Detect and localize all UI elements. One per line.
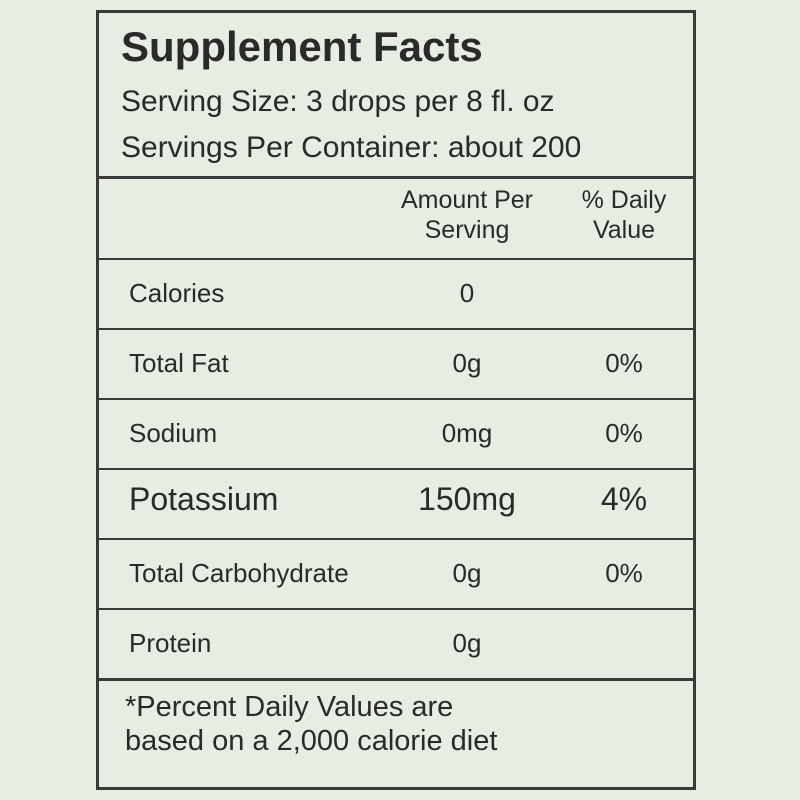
nutrient-name: Potassium bbox=[129, 481, 279, 517]
nutrient-name: Protein bbox=[129, 628, 212, 658]
divider bbox=[99, 538, 693, 540]
divider bbox=[99, 678, 693, 681]
nutrient-name: Total Carbohydrate bbox=[129, 558, 349, 588]
amount: 0 bbox=[459, 278, 475, 308]
divider bbox=[99, 398, 693, 400]
amount: 0g bbox=[452, 628, 482, 658]
title: Supplement Facts bbox=[121, 23, 483, 70]
amount: 150mg bbox=[418, 481, 516, 517]
servings-per-container: Servings Per Container: about 200 bbox=[121, 131, 582, 164]
column-header: % Daily Value bbox=[581, 186, 667, 244]
nutrient-name: Sodium bbox=[129, 418, 218, 448]
divider bbox=[99, 258, 693, 260]
daily-value: 4% bbox=[600, 481, 648, 517]
amount: 0mg bbox=[441, 418, 493, 448]
daily-value: 0% bbox=[605, 348, 643, 378]
divider bbox=[99, 176, 693, 179]
footnote: *Percent Daily Values are based on a 2,0… bbox=[125, 691, 498, 757]
supplement-facts-panel: Supplement Facts Serving Size: 3 drops p… bbox=[96, 10, 696, 790]
divider bbox=[99, 608, 693, 610]
divider bbox=[99, 468, 693, 470]
amount: 0g bbox=[452, 348, 482, 378]
daily-value: 0% bbox=[605, 418, 643, 448]
daily-value: 0% bbox=[605, 558, 643, 588]
serving-size: Serving Size: 3 drops per 8 fl. oz bbox=[121, 85, 555, 118]
column-header: Amount Per Serving bbox=[400, 186, 533, 244]
nutrient-name: Total Fat bbox=[129, 348, 229, 378]
nutrient-name: Calories bbox=[129, 278, 225, 308]
amount: 0g bbox=[452, 558, 482, 588]
divider bbox=[99, 328, 693, 330]
